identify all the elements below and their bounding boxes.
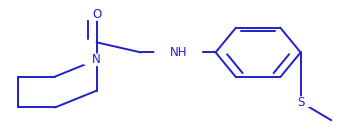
Text: S: S	[297, 95, 304, 109]
Ellipse shape	[155, 45, 202, 60]
Text: N: N	[92, 53, 101, 66]
Text: O: O	[92, 8, 101, 21]
Ellipse shape	[79, 54, 114, 65]
Ellipse shape	[285, 97, 317, 107]
Ellipse shape	[79, 9, 114, 20]
Text: NH: NH	[169, 46, 187, 59]
